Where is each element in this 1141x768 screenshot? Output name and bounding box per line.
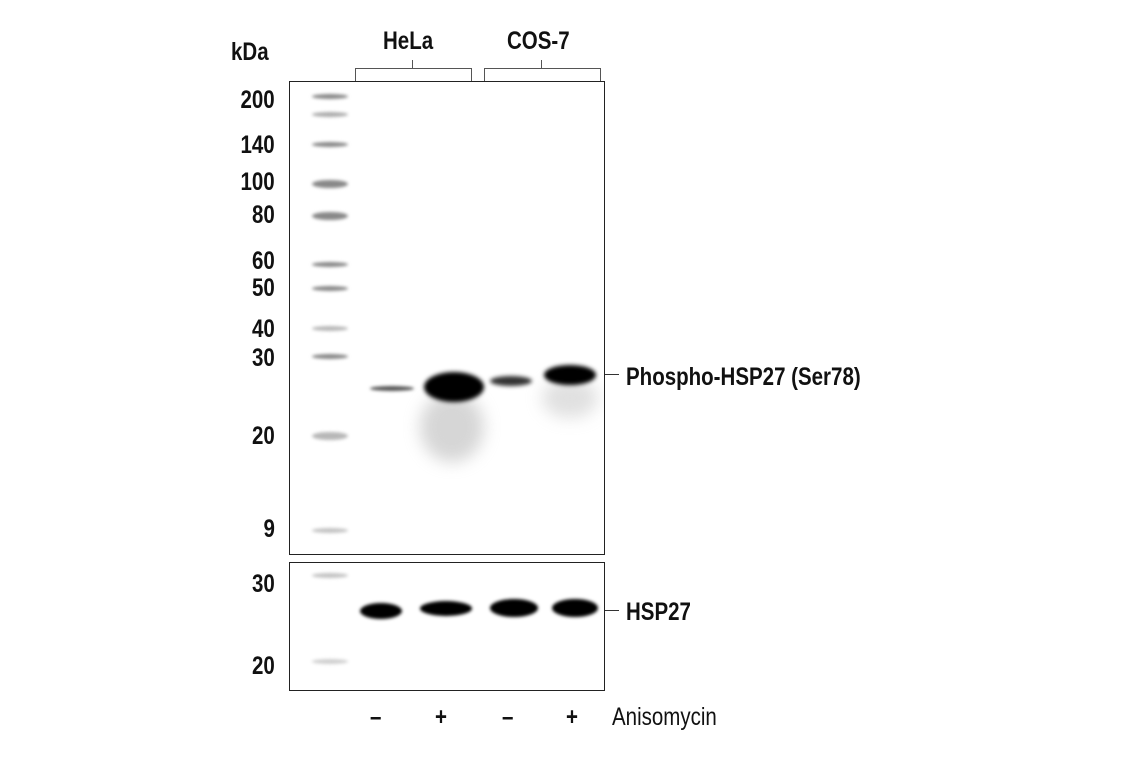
cos7-bracket (484, 68, 601, 81)
ladder-band (312, 573, 348, 578)
ladder-band (312, 326, 348, 331)
marker-30-bottom: 30 (252, 570, 275, 598)
marker-100: 100 (240, 168, 275, 196)
band-cos7-treated (544, 365, 596, 385)
lane2-treatment: + (435, 703, 447, 731)
marker-20-bottom: 20 (252, 652, 275, 680)
ladder-band (312, 262, 348, 267)
phospho-hsp27-label: Phospho-HSP27 (Ser78) (626, 363, 861, 391)
hela-bracket-tick (412, 60, 413, 68)
treatment-label: Anisomycin (612, 703, 717, 731)
hsp27-band-lane4 (552, 599, 598, 617)
marker-40: 40 (252, 315, 275, 343)
marker-20: 20 (252, 422, 275, 450)
marker-80: 80 (252, 201, 275, 229)
band-cos7-untreated (490, 376, 532, 386)
hela-bracket (355, 68, 472, 81)
marker-50: 50 (252, 274, 275, 302)
marker-140: 140 (240, 131, 275, 159)
kda-label: kDa (231, 38, 269, 66)
bottom-blot-panel (289, 562, 605, 691)
ladder-band (312, 212, 348, 220)
hsp27-band-lane3 (490, 599, 538, 617)
band-hela-treated (424, 372, 484, 402)
smear-hela-treated (420, 392, 484, 462)
ladder-band (312, 432, 348, 440)
band-hela-untreated (370, 386, 414, 391)
marker-30: 30 (252, 344, 275, 372)
lane3-treatment: – (502, 703, 514, 731)
ladder-band (312, 94, 348, 99)
lane1-treatment: – (370, 703, 382, 731)
phospho-hsp27-pointer (605, 374, 619, 375)
ladder-band (312, 112, 348, 117)
ladder-band (312, 286, 348, 291)
cell-line-hela: HeLa (383, 27, 434, 55)
lane4-treatment: + (566, 703, 578, 731)
ladder-band (312, 142, 348, 147)
cell-line-cos7: COS-7 (507, 27, 570, 55)
hsp27-band-lane1 (360, 603, 402, 619)
cos7-bracket-tick (541, 60, 542, 68)
hsp27-label: HSP27 (626, 598, 691, 626)
marker-60: 60 (252, 247, 275, 275)
ladder-band (312, 528, 348, 533)
top-blot-panel (289, 81, 605, 555)
hsp27-pointer (605, 610, 619, 611)
marker-200: 200 (240, 86, 275, 114)
ladder-band (312, 659, 348, 664)
ladder-band (312, 180, 348, 188)
ladder-band (312, 354, 348, 359)
hsp27-band-lane2 (420, 601, 472, 616)
marker-9: 9 (263, 515, 275, 543)
